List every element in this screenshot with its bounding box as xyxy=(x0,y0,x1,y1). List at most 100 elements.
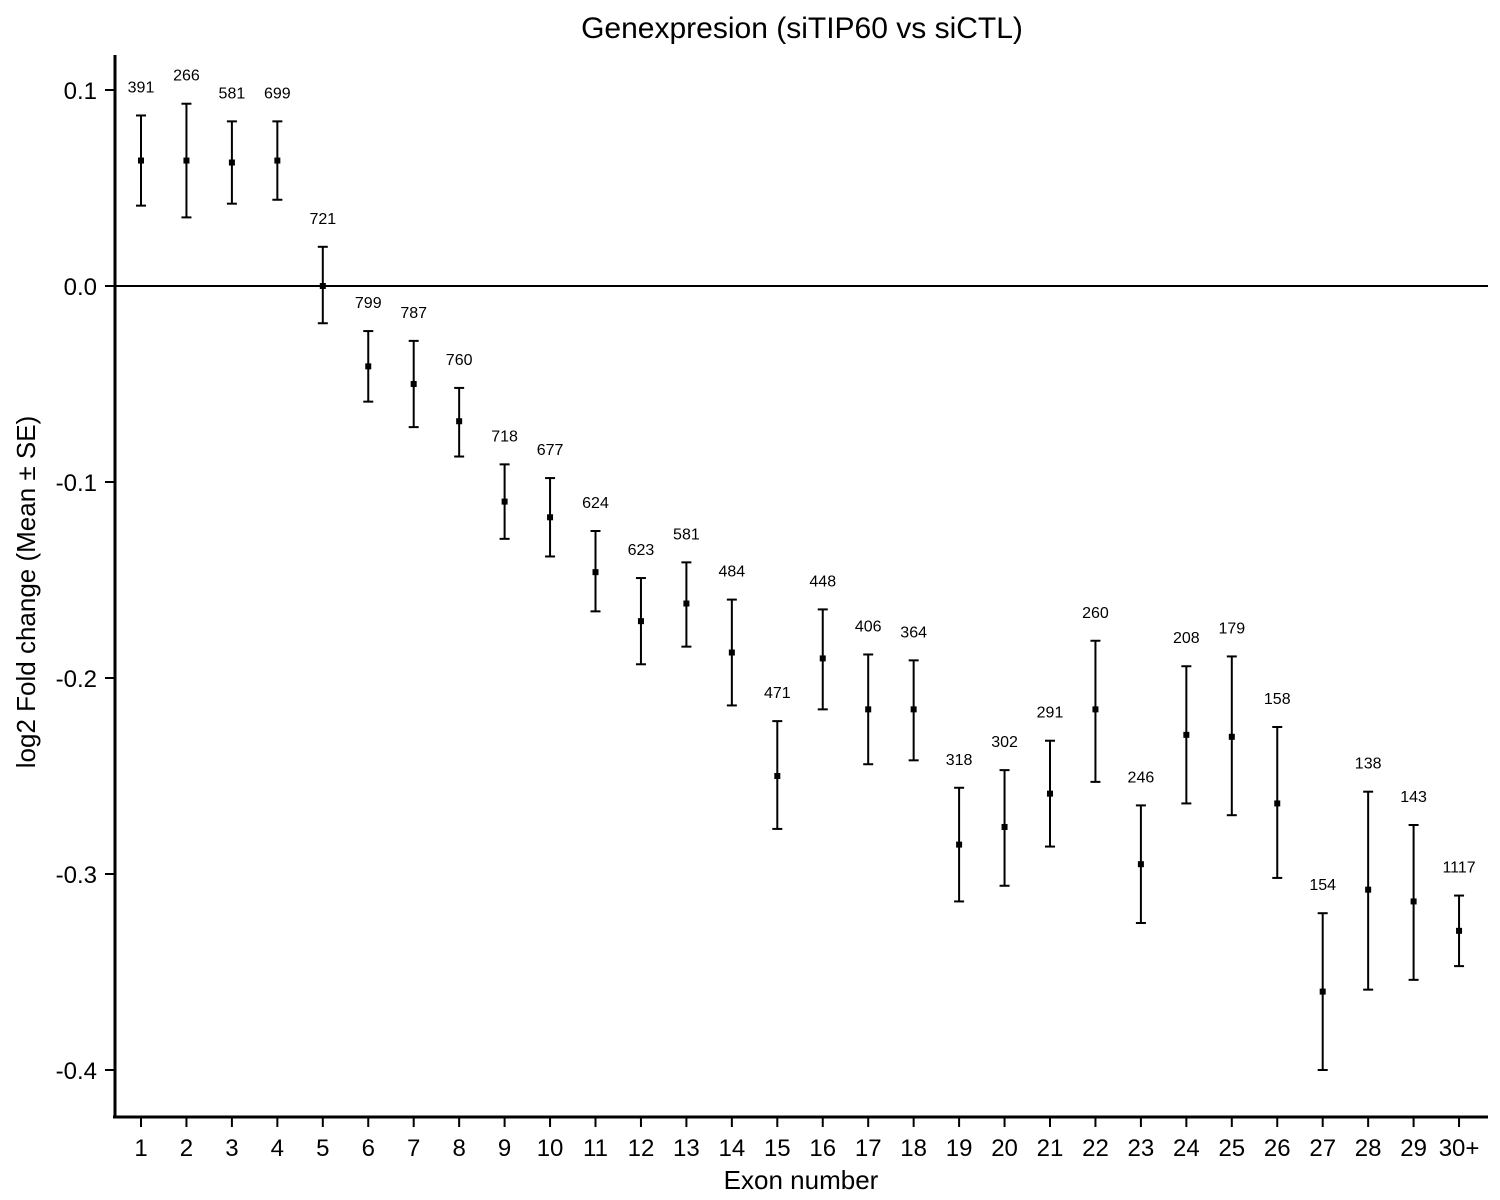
error-bar-group: 138 xyxy=(1355,756,1382,991)
y-tick-label: -0.2 xyxy=(56,666,97,693)
count-label: 391 xyxy=(128,79,155,96)
error-bar-group: 154 xyxy=(1309,877,1336,1071)
count-label: 448 xyxy=(809,573,836,590)
error-bar-group: 760 xyxy=(446,352,473,458)
mean-point xyxy=(728,649,735,656)
mean-point xyxy=(365,363,372,370)
y-tick-label: -0.1 xyxy=(56,470,97,497)
mean-point xyxy=(910,706,917,713)
mean-point xyxy=(774,773,781,779)
x-tick-label: 7 xyxy=(407,1135,420,1162)
data-marks: 391 266 581 699 721 799 787 760 718 677 624 623 581 4… xyxy=(128,68,1476,1071)
error-bar-group: 406 xyxy=(855,618,882,766)
count-label: 143 xyxy=(1400,789,1427,806)
count-label: 677 xyxy=(537,442,564,459)
x-tick-label: 24 xyxy=(1173,1135,1200,1162)
x-tick-label: 30+ xyxy=(1439,1135,1480,1162)
x-tick-label: 4 xyxy=(271,1135,284,1162)
mean-point xyxy=(183,157,190,164)
x-tick-label: 1 xyxy=(134,1135,147,1162)
mean-point xyxy=(637,618,644,625)
error-bar-group: 484 xyxy=(718,564,745,707)
x-tick-label: 13 xyxy=(673,1135,700,1162)
count-label: 208 xyxy=(1173,630,1200,647)
error-bar-group: 158 xyxy=(1264,691,1291,879)
x-tick-label: 17 xyxy=(855,1135,882,1162)
x-tick-label: 23 xyxy=(1128,1135,1155,1162)
error-bar-group: 721 xyxy=(309,211,336,325)
count-label: 760 xyxy=(446,352,473,369)
count-label: 799 xyxy=(355,295,382,312)
count-label: 721 xyxy=(309,211,336,228)
error-bar-group: 624 xyxy=(582,495,609,613)
count-label: 266 xyxy=(173,68,200,85)
error-bar-group: 179 xyxy=(1218,620,1245,817)
y-ticks: 0.1 0.0 -0.1 -0.2 -0.3 -0.4 xyxy=(56,78,115,1085)
error-bar-group: 266 xyxy=(173,68,200,219)
error-bar-group: 208 xyxy=(1173,630,1200,805)
count-label: 364 xyxy=(900,624,927,641)
x-tick-label: 10 xyxy=(537,1135,564,1162)
count-label: 158 xyxy=(1264,691,1291,708)
x-tick-label: 20 xyxy=(991,1135,1018,1162)
error-bar-group: 302 xyxy=(991,734,1018,887)
count-label: 260 xyxy=(1082,605,1109,622)
error-bar-group: 1117 xyxy=(1442,860,1476,968)
count-label: 246 xyxy=(1128,769,1155,786)
count-label: 406 xyxy=(855,618,882,635)
mean-point xyxy=(456,418,463,425)
x-tick-label: 3 xyxy=(225,1135,238,1162)
error-bar-group: 677 xyxy=(537,442,564,558)
x-ticks: 1 2 3 4 5 6 7 8 9 10 11 12 13 14 15 16 17 18 19 20 21 22 23 24 2… xyxy=(134,1117,1479,1162)
mean-point xyxy=(1228,733,1235,740)
mean-point xyxy=(547,514,554,521)
error-bar-group: 471 xyxy=(764,685,791,830)
count-label: 581 xyxy=(219,85,246,102)
x-axis-label: Exon number xyxy=(724,1165,879,1195)
x-tick-label: 8 xyxy=(452,1135,465,1162)
error-bar-group: 581 xyxy=(673,526,700,648)
count-label: 154 xyxy=(1309,877,1336,894)
error-bar-group: 318 xyxy=(946,752,973,903)
x-tick-label: 21 xyxy=(1037,1135,1064,1162)
count-label: 718 xyxy=(491,428,518,445)
error-bar-group: 291 xyxy=(1037,705,1064,848)
x-tick-label: 11 xyxy=(583,1135,608,1162)
mean-point xyxy=(1137,861,1144,868)
y-tick-label: 0.0 xyxy=(64,274,97,301)
x-tick-label: 19 xyxy=(946,1135,973,1162)
mean-point xyxy=(1001,823,1008,830)
count-label: 624 xyxy=(582,495,609,512)
x-tick-label: 29 xyxy=(1400,1135,1427,1162)
count-label: 787 xyxy=(400,305,427,322)
mean-point xyxy=(1456,927,1463,934)
mean-point xyxy=(1092,706,1099,713)
mean-point xyxy=(501,498,508,505)
count-label: 1117 xyxy=(1442,860,1475,877)
count-label: 138 xyxy=(1355,756,1382,773)
x-tick-label: 5 xyxy=(316,1135,329,1162)
error-bar-group: 623 xyxy=(628,542,654,666)
x-tick-label: 27 xyxy=(1309,1135,1336,1162)
x-tick-label: 22 xyxy=(1082,1135,1109,1162)
mean-point xyxy=(683,600,690,607)
count-label: 291 xyxy=(1037,705,1064,722)
x-tick-label: 2 xyxy=(180,1135,193,1162)
error-bar-group: 246 xyxy=(1128,769,1155,924)
error-bar-group: 143 xyxy=(1400,789,1427,981)
mean-point xyxy=(410,381,417,387)
count-label: 471 xyxy=(764,685,791,702)
chart-title: Genexpresion (siTIP60 vs siCTL) xyxy=(581,12,1023,45)
mean-point xyxy=(1410,898,1417,905)
x-tick-label: 15 xyxy=(764,1135,791,1162)
mean-point xyxy=(274,157,281,164)
error-bar-group: 260 xyxy=(1082,605,1109,783)
error-bar-group: 448 xyxy=(809,573,836,711)
mean-point xyxy=(319,283,326,289)
count-label: 302 xyxy=(991,734,1018,751)
mean-point xyxy=(138,157,144,164)
mean-point xyxy=(865,706,872,713)
mean-point xyxy=(1047,790,1053,797)
x-tick-label: 18 xyxy=(900,1135,927,1162)
error-bar-group: 391 xyxy=(128,79,155,207)
